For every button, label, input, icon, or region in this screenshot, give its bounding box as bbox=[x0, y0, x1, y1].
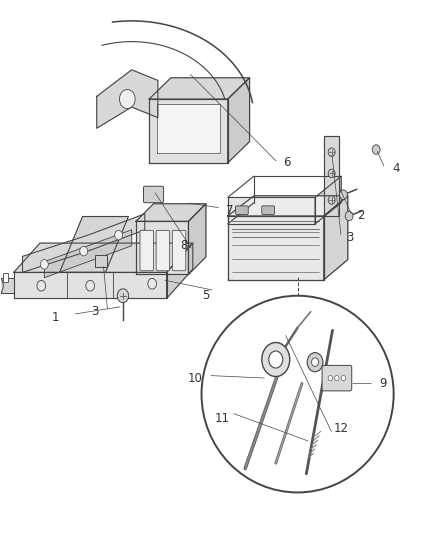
Circle shape bbox=[339, 190, 347, 199]
Circle shape bbox=[86, 280, 95, 291]
Polygon shape bbox=[14, 243, 193, 272]
Text: 11: 11 bbox=[215, 411, 230, 424]
Circle shape bbox=[115, 230, 123, 240]
Polygon shape bbox=[60, 216, 128, 272]
Circle shape bbox=[117, 289, 129, 303]
Circle shape bbox=[120, 90, 135, 109]
FancyBboxPatch shape bbox=[144, 186, 163, 203]
Polygon shape bbox=[44, 230, 132, 278]
Polygon shape bbox=[22, 214, 145, 272]
Circle shape bbox=[269, 351, 283, 368]
Text: 3: 3 bbox=[91, 305, 98, 318]
Circle shape bbox=[328, 148, 335, 157]
Polygon shape bbox=[14, 272, 166, 298]
Circle shape bbox=[328, 375, 332, 381]
Circle shape bbox=[311, 358, 318, 367]
FancyBboxPatch shape bbox=[3, 273, 8, 282]
Circle shape bbox=[262, 343, 290, 376]
FancyBboxPatch shape bbox=[95, 255, 107, 266]
Circle shape bbox=[341, 375, 346, 381]
Circle shape bbox=[328, 169, 335, 177]
Polygon shape bbox=[136, 204, 206, 221]
Circle shape bbox=[0, 276, 4, 295]
Text: 6: 6 bbox=[283, 156, 290, 169]
Circle shape bbox=[372, 145, 380, 155]
FancyBboxPatch shape bbox=[262, 206, 275, 214]
FancyBboxPatch shape bbox=[236, 206, 248, 214]
Polygon shape bbox=[228, 197, 315, 224]
Circle shape bbox=[328, 196, 335, 204]
Text: 7: 7 bbox=[226, 204, 233, 217]
Text: 5: 5 bbox=[202, 289, 210, 302]
Polygon shape bbox=[149, 99, 228, 163]
FancyBboxPatch shape bbox=[156, 230, 170, 271]
FancyBboxPatch shape bbox=[172, 230, 186, 271]
Text: 9: 9 bbox=[379, 377, 386, 390]
FancyBboxPatch shape bbox=[140, 230, 153, 271]
Polygon shape bbox=[149, 78, 250, 99]
Circle shape bbox=[40, 260, 48, 269]
Text: 12: 12 bbox=[334, 422, 349, 435]
Circle shape bbox=[148, 278, 156, 289]
Polygon shape bbox=[97, 70, 158, 128]
Polygon shape bbox=[228, 196, 348, 216]
Polygon shape bbox=[166, 243, 193, 298]
Circle shape bbox=[37, 280, 46, 291]
Text: 2: 2 bbox=[357, 209, 365, 222]
Text: 3: 3 bbox=[346, 231, 353, 244]
Circle shape bbox=[307, 353, 323, 372]
Polygon shape bbox=[157, 104, 220, 154]
Polygon shape bbox=[324, 196, 348, 280]
Text: 8: 8 bbox=[180, 239, 188, 252]
Text: 1: 1 bbox=[52, 311, 59, 324]
Circle shape bbox=[80, 246, 88, 256]
Polygon shape bbox=[136, 221, 188, 274]
Polygon shape bbox=[228, 216, 324, 280]
Circle shape bbox=[335, 375, 339, 381]
Polygon shape bbox=[1, 278, 14, 293]
Ellipse shape bbox=[201, 296, 394, 492]
Polygon shape bbox=[228, 78, 250, 163]
Circle shape bbox=[345, 211, 353, 221]
Text: 4: 4 bbox=[392, 161, 399, 175]
Polygon shape bbox=[188, 204, 206, 274]
FancyBboxPatch shape bbox=[322, 366, 352, 391]
Polygon shape bbox=[324, 136, 339, 216]
Text: 10: 10 bbox=[187, 372, 202, 385]
Polygon shape bbox=[315, 176, 341, 224]
